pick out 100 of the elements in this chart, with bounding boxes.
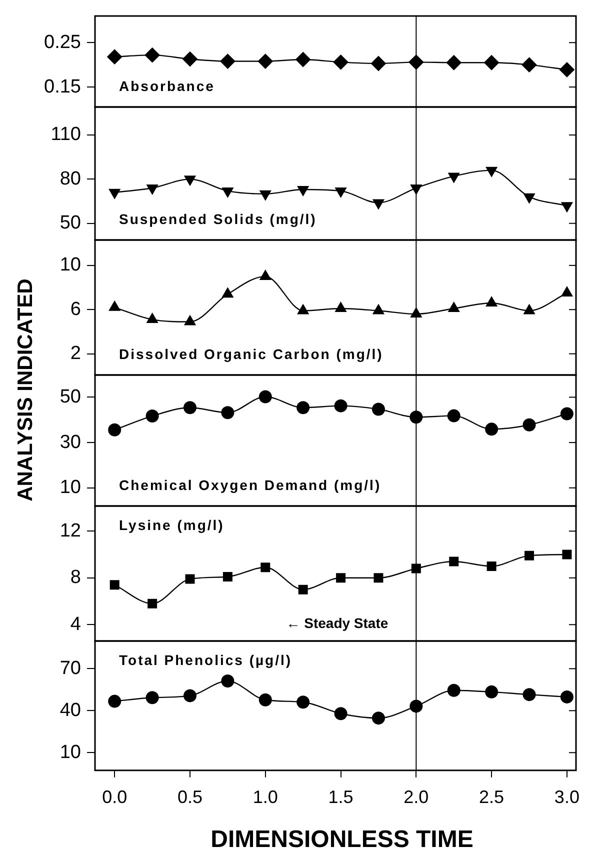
y-tick-label: 10 [60, 477, 81, 498]
point [486, 296, 498, 306]
series-label: Absorbance [119, 78, 215, 94]
point [372, 712, 385, 725]
point [297, 304, 309, 314]
y-tick-label: 70 [60, 658, 81, 679]
point [334, 707, 348, 720]
point [335, 302, 346, 312]
point [335, 187, 346, 198]
y-tick-label: 0.15 [44, 76, 81, 98]
point [446, 55, 462, 70]
y-axis-title: ANALYSIS INDICATED [14, 278, 38, 502]
point [559, 62, 574, 78]
point [260, 562, 270, 572]
series-label: Suspended Solids (mg/l) [119, 210, 317, 227]
point [144, 48, 160, 63]
point [486, 561, 496, 571]
point [108, 694, 122, 708]
point [411, 564, 421, 574]
y-tick-label: 50 [60, 212, 81, 234]
point [296, 401, 310, 414]
x-tick-label: 2.5 [479, 787, 504, 808]
point [486, 166, 498, 177]
point [370, 56, 386, 71]
series-label: Total Phenolics (µg/l) [119, 652, 292, 668]
point [258, 54, 273, 69]
point [108, 300, 120, 311]
y-tick-label: 10 [60, 742, 81, 763]
point [334, 399, 348, 412]
point [183, 401, 196, 414]
point [184, 315, 196, 326]
point [184, 176, 196, 186]
y-tick-label: 8 [70, 567, 81, 588]
y-tick-label: 6 [70, 298, 81, 320]
point [484, 55, 500, 70]
point [221, 674, 234, 688]
point [296, 696, 310, 709]
y-tick-label: 0.25 [44, 32, 81, 53]
point [372, 199, 384, 210]
y-tick-label: 110 [50, 124, 81, 146]
x-tick-label: 0.5 [177, 787, 203, 808]
point [182, 52, 198, 67]
point [522, 57, 537, 72]
point [448, 302, 460, 312]
point [336, 573, 346, 583]
point [258, 390, 272, 404]
point [258, 693, 272, 706]
y-tick-label: 30 [60, 432, 81, 453]
y-tick-label: 12 [60, 520, 81, 542]
point [107, 49, 122, 64]
point [560, 407, 574, 420]
x-tick-label: 3.0 [554, 787, 580, 808]
point [298, 584, 308, 594]
y-tick-label: 40 [60, 700, 81, 721]
point [447, 409, 460, 422]
x-tick-label: 1.5 [328, 787, 354, 808]
point [410, 700, 423, 713]
point [485, 422, 498, 436]
ref-line-label: ← Steady State [286, 614, 388, 631]
point [372, 402, 385, 416]
point [183, 689, 196, 702]
x-tick-label: 0.0 [102, 787, 128, 808]
point [374, 573, 384, 583]
point [148, 598, 158, 608]
point [372, 304, 384, 314]
point [333, 54, 348, 70]
point [221, 406, 234, 420]
point [260, 190, 272, 200]
point [220, 54, 236, 69]
point [524, 193, 535, 204]
x-axis-title: DIMENSIONLESS TIME [210, 826, 474, 854]
point [524, 550, 534, 560]
y-tick-label: 50 [60, 386, 81, 408]
point [110, 580, 120, 590]
point [222, 288, 234, 298]
point [524, 304, 535, 314]
point [146, 691, 159, 704]
y-tick-label: 10 [60, 254, 81, 276]
point [108, 188, 120, 199]
text: Dissolved Organic Carbon (mg/l) [119, 346, 384, 362]
point [260, 270, 272, 280]
point [222, 187, 234, 198]
point [185, 574, 195, 584]
point [146, 313, 158, 324]
point [108, 423, 122, 436]
point [222, 572, 232, 582]
point [485, 685, 498, 698]
point [522, 688, 536, 702]
point [447, 684, 460, 697]
point [560, 690, 574, 704]
point [146, 410, 159, 423]
point [297, 186, 309, 196]
x-tick-label: 1.0 [252, 787, 278, 808]
y-tick-label: 80 [60, 168, 81, 190]
point [296, 52, 311, 68]
text: Lysine (mg/l) [119, 516, 224, 533]
y-tick-label: 4 [70, 614, 82, 635]
point [561, 286, 573, 297]
point [449, 556, 459, 566]
point [448, 172, 460, 183]
